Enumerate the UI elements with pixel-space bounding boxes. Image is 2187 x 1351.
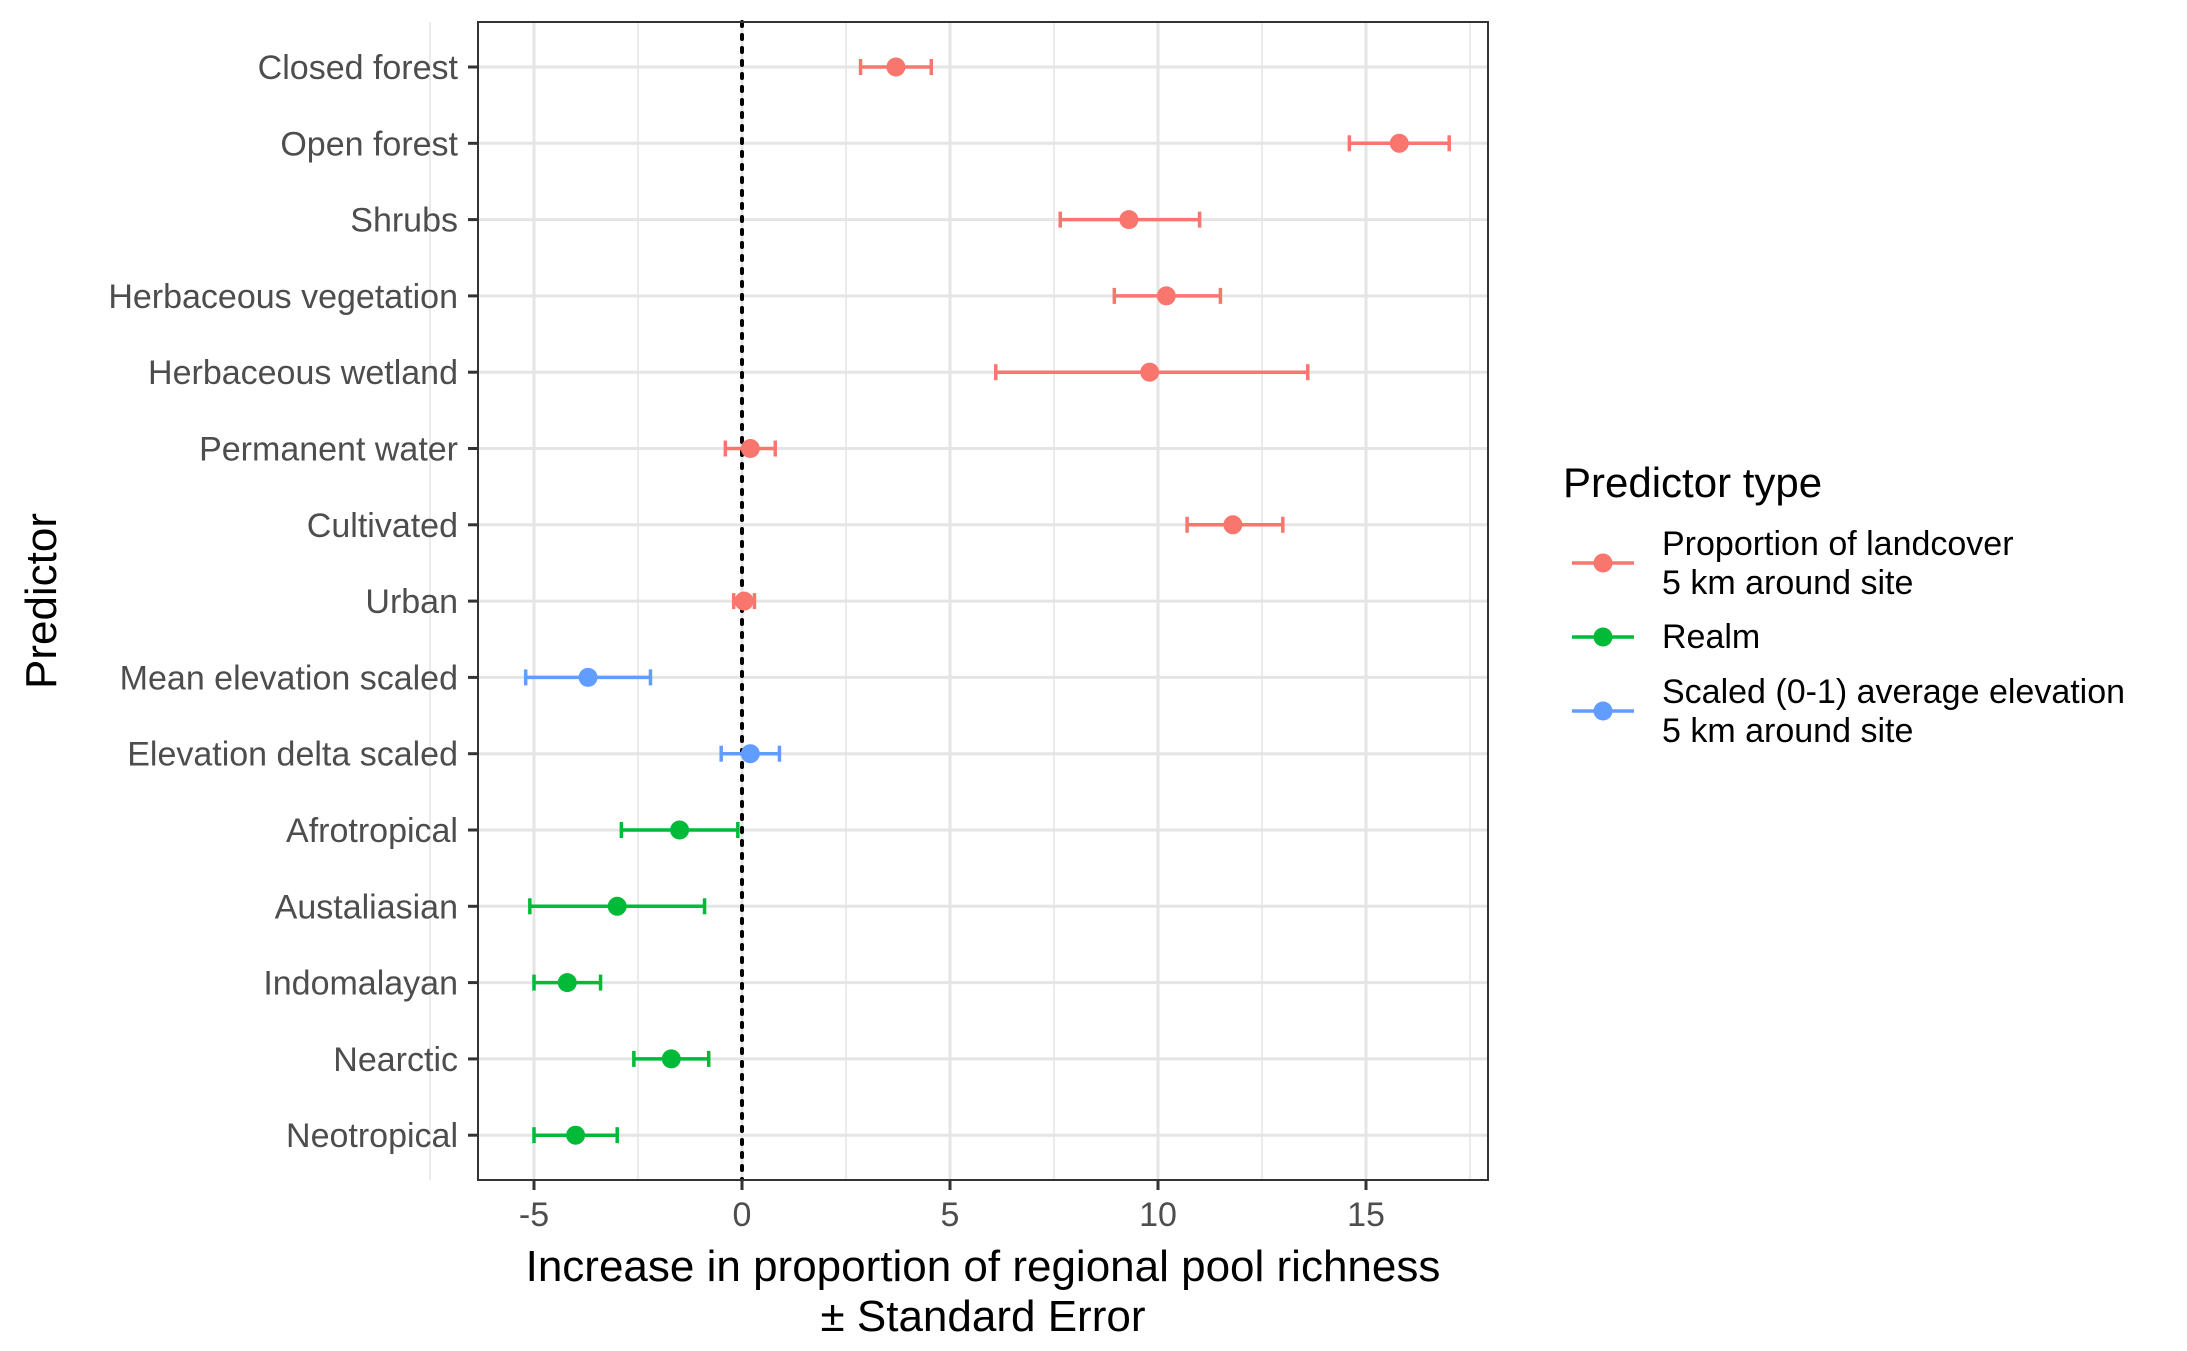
- data-marks: [523, 57, 1451, 1145]
- estimate-point: [557, 973, 577, 993]
- grid-lines: [429, 22, 1488, 1180]
- estimate-point: [886, 57, 906, 77]
- y-tick-label: Indomalayan: [263, 965, 458, 1003]
- y-tick-label: Herbaceous wetland: [148, 354, 458, 392]
- y-tick-label: Afrotropical: [286, 812, 458, 850]
- x-tick-label: 15: [1347, 1196, 1385, 1234]
- legend-key-point: [1593, 701, 1613, 721]
- legend-key-point: [1593, 627, 1613, 647]
- estimate-row: [1112, 286, 1223, 306]
- estimate-point: [1223, 515, 1243, 535]
- estimate-row: [528, 896, 707, 916]
- legend-title: Predictor type: [1563, 459, 1822, 506]
- estimate-point: [578, 667, 598, 687]
- y-tick-label: Urban: [365, 583, 458, 621]
- y-tick-label: Austaliasian: [275, 888, 458, 926]
- estimate-point: [1156, 286, 1176, 306]
- x-tick-label: 0: [733, 1196, 752, 1234]
- y-tick-label: Permanent water: [199, 431, 458, 469]
- legend-key-point: [1593, 553, 1613, 573]
- estimate-point: [734, 591, 754, 611]
- y-tick-label: Open forest: [280, 125, 458, 163]
- estimate-row: [532, 973, 603, 993]
- legend-item-label: 5 km around site: [1662, 712, 1913, 750]
- estimate-point: [670, 820, 690, 840]
- estimate-point: [740, 439, 760, 458]
- y-tick-label: Cultivated: [307, 507, 458, 545]
- estimate-row: [632, 1049, 711, 1069]
- estimate-point: [566, 1125, 586, 1145]
- legend-item-label: 5 km around site: [1662, 564, 1913, 602]
- estimate-point: [607, 896, 627, 916]
- axes: Closed forest Open forest Shrubs Herbaceous…: [108, 49, 1385, 1234]
- x-tick-label: 5: [941, 1196, 960, 1234]
- y-tick-label: Nearctic: [333, 1041, 458, 1079]
- legend-item: Realm: [1572, 618, 1760, 656]
- estimate-row: [994, 362, 1310, 382]
- x-tick-label: 10: [1139, 1196, 1177, 1234]
- estimate-point: [740, 744, 760, 764]
- estimate-row: [1185, 515, 1285, 535]
- legend: Predictor type Proportion of landcover5 …: [1563, 459, 2125, 750]
- y-axis-title: Predictor: [17, 513, 66, 689]
- estimate-row: [532, 1125, 619, 1145]
- y-tick-label: Elevation delta scaled: [127, 736, 458, 774]
- x-axis-title-line-1: Increase in proportion of regional pool …: [526, 1242, 1441, 1291]
- estimate-point: [1119, 210, 1139, 230]
- x-tick-label: -5: [519, 1196, 549, 1234]
- y-tick-label: Herbaceous vegetation: [108, 278, 458, 316]
- estimate-row: [1347, 133, 1451, 153]
- x-axis-title-line-2: ± Standard Error: [821, 1292, 1146, 1341]
- estimate-row: [523, 667, 653, 687]
- estimate-point: [661, 1049, 681, 1069]
- legend-item-label: Realm: [1662, 618, 1760, 656]
- estimate-row: [1058, 210, 1202, 230]
- y-tick-label: Shrubs: [350, 202, 458, 240]
- estimate-row: [723, 439, 778, 458]
- estimate-row: [858, 57, 934, 77]
- estimate-row: [731, 591, 757, 611]
- estimate-row: [619, 820, 740, 840]
- y-tick-label: Closed forest: [258, 49, 459, 87]
- estimate-point: [1389, 133, 1409, 153]
- y-tick-label: Neotropical: [286, 1117, 458, 1155]
- estimate-point: [1140, 362, 1160, 382]
- estimate-row: [719, 744, 782, 764]
- legend-item-label: Proportion of landcover: [1662, 525, 2014, 563]
- legend-item-label: Scaled (0-1) average elevation: [1662, 673, 2125, 711]
- y-tick-label: Mean elevation scaled: [120, 659, 458, 697]
